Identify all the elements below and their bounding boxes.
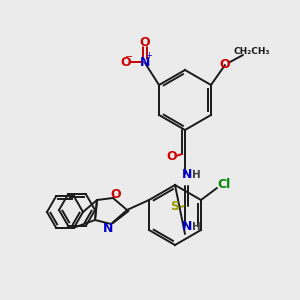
Text: +: + (146, 52, 152, 61)
Text: N: N (103, 223, 113, 236)
Text: O: O (220, 58, 230, 70)
Text: CH₂CH₃: CH₂CH₃ (234, 47, 270, 56)
Text: −: − (125, 52, 133, 62)
Text: O: O (140, 37, 150, 50)
Text: S: S (170, 200, 179, 214)
Text: Cl: Cl (218, 178, 231, 191)
Text: O: O (121, 56, 131, 68)
Text: H: H (192, 222, 200, 232)
Text: N: N (182, 220, 192, 233)
Text: H: H (192, 170, 200, 180)
Text: O: O (111, 188, 121, 202)
Text: N: N (182, 169, 192, 182)
Text: N: N (140, 56, 150, 70)
Text: O: O (167, 149, 177, 163)
